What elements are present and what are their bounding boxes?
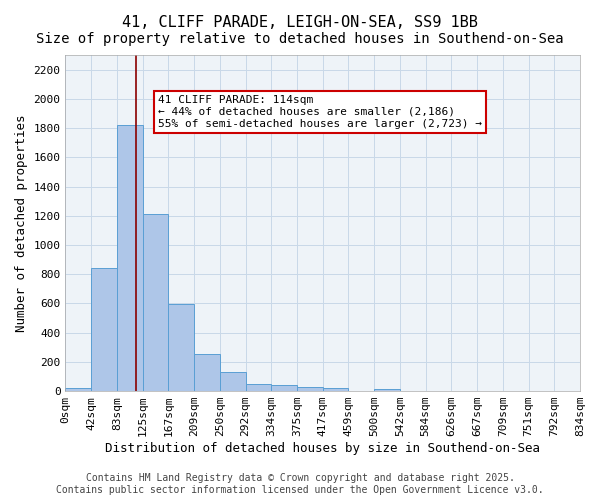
Bar — [65, 388, 91, 391]
Y-axis label: Number of detached properties: Number of detached properties — [15, 114, 28, 332]
Text: Contains HM Land Registry data © Crown copyright and database right 2025.
Contai: Contains HM Land Registry data © Crown c… — [56, 474, 544, 495]
Bar — [220, 372, 245, 391]
Bar — [194, 354, 220, 391]
Bar — [271, 384, 297, 391]
Text: 41, CLIFF PARADE, LEIGH-ON-SEA, SS9 1BB: 41, CLIFF PARADE, LEIGH-ON-SEA, SS9 1BB — [122, 15, 478, 30]
Bar — [323, 388, 349, 391]
Bar — [91, 268, 117, 391]
Bar — [374, 389, 400, 391]
Bar — [143, 214, 169, 391]
Bar — [169, 304, 194, 391]
Text: 41 CLIFF PARADE: 114sqm
← 44% of detached houses are smaller (2,186)
55% of semi: 41 CLIFF PARADE: 114sqm ← 44% of detache… — [158, 96, 482, 128]
Bar — [117, 125, 143, 391]
Bar — [245, 384, 271, 391]
Text: Size of property relative to detached houses in Southend-on-Sea: Size of property relative to detached ho… — [36, 32, 564, 46]
X-axis label: Distribution of detached houses by size in Southend-on-Sea: Distribution of detached houses by size … — [105, 442, 540, 455]
Bar — [297, 386, 323, 391]
